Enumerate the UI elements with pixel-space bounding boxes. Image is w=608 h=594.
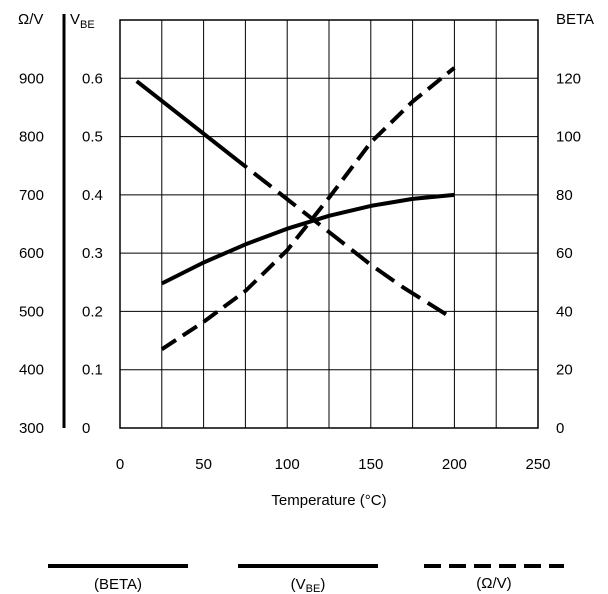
vbe-tick-label: 0 [82,420,90,437]
x-tick-label: 250 [525,456,550,473]
vbe-tick-label: 0.1 [82,362,103,379]
vbe-axis-title: VBE [70,11,95,31]
vbe-tick-label: 0.4 [82,187,103,204]
legend-beta-label: (BETA) [94,576,142,593]
ohm-tick-label: 400 [19,362,44,379]
x-tick-label: 100 [275,456,300,473]
x-tick-label: 200 [442,456,467,473]
beta-tick-label: 120 [556,70,581,87]
series-lines [135,66,456,351]
beta-series-line [135,79,448,316]
x-axis-label: Temperature (°C) [271,492,386,509]
legend-vbe-label-end: ) [320,576,325,593]
vbe-tick-label: 0.6 [82,70,103,87]
x-axis: 0 50 100 150 200 250 [116,456,551,473]
vbe-axis-title-sub: BE [80,19,95,31]
x-tick-label: 50 [195,456,212,473]
ohm-tick-label: 600 [19,245,44,262]
legend-ohm-label: (Ω/V) [476,575,511,592]
beta-tick-label: 100 [556,129,581,146]
ohm-tick-label: 800 [19,129,44,146]
ohm-tick-label: 900 [19,70,44,87]
ohm-series-line [160,66,456,351]
beta-tick-label: 20 [556,362,573,379]
grid [119,19,539,429]
x-tick-label: 150 [358,456,383,473]
legend-vbe-label-sub: BE [306,583,321,594]
ohm-axis-title: Ω/V [18,11,43,28]
ohm-tick-label: 500 [19,303,44,320]
beta-axis-title: BETA [556,11,594,28]
ohm-tick-label: 300 [19,420,44,437]
legend: (BETA) (VBE) (Ω/V) [48,564,564,594]
beta-tick-label: 0 [556,420,564,437]
vbe-tick-label: 0.2 [82,303,103,320]
x-tick-label: 0 [116,456,124,473]
beta-axis: 0 20 40 60 80 100 120 [556,70,581,437]
beta-tick-label: 60 [556,245,573,262]
beta-tick-label: 40 [556,303,573,320]
vbe-axis: 0 0.1 0.2 0.3 0.4 0.5 0.6 [82,70,103,437]
vbe-series-line [160,192,455,286]
vbe-axis-title-main: V [70,11,80,28]
vbe-tick-label: 0.5 [82,129,103,146]
vbe-tick-label: 0.3 [82,245,103,262]
ohm-per-volt-axis: 300 400 500 600 700 800 900 [19,14,66,437]
ohm-tick-label: 700 [19,187,44,204]
legend-vbe-label-main: (V [291,576,306,593]
legend-vbe-label: (VBE) [291,576,326,594]
beta-tick-label: 80 [556,187,573,204]
